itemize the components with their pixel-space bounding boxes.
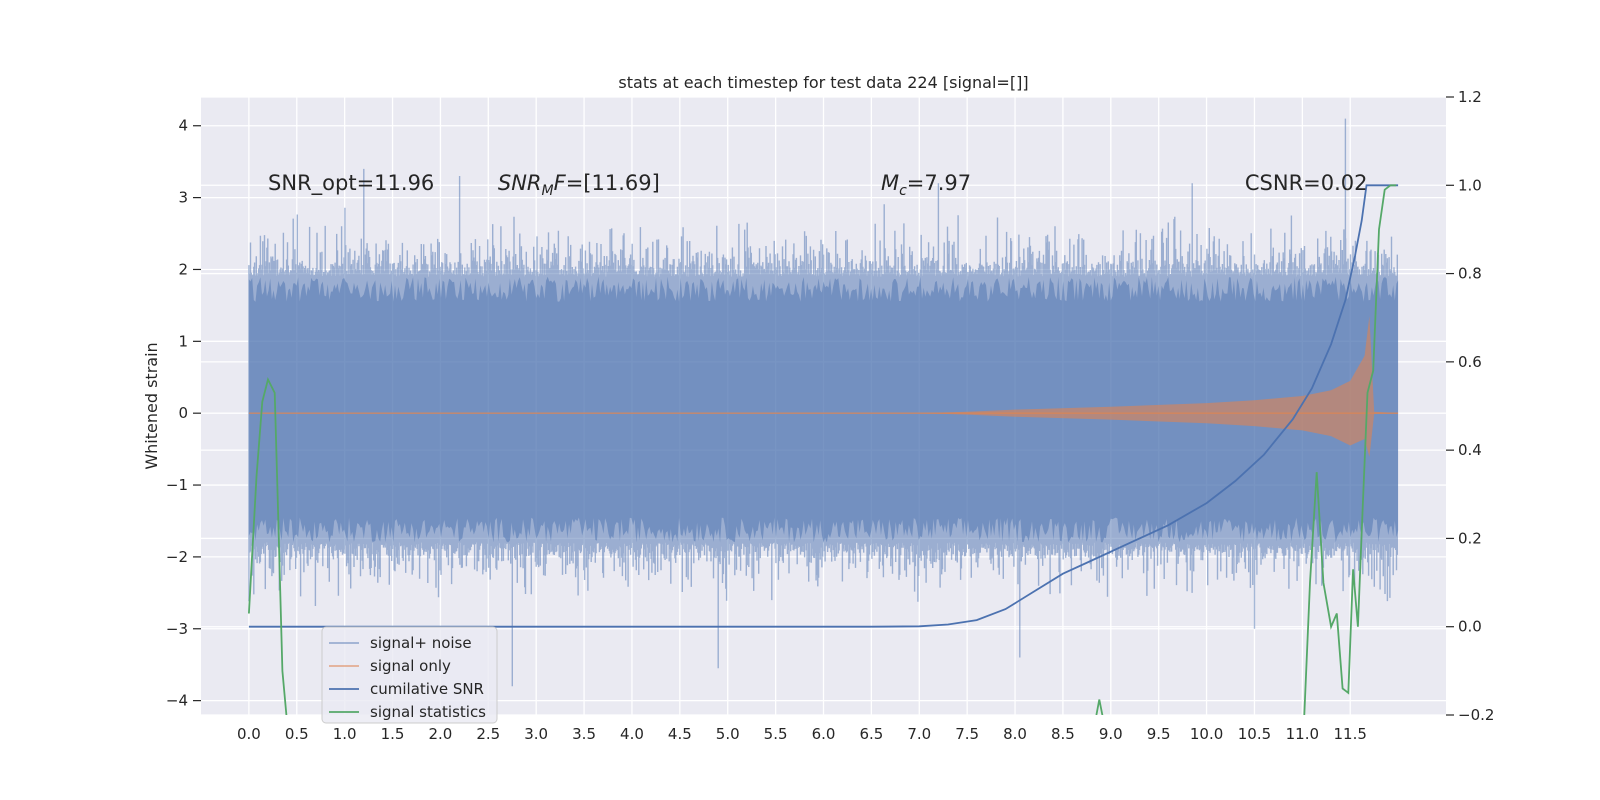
y2-tick-label: −0.2 — [1458, 706, 1494, 724]
x-tick-label: 10.5 — [1238, 725, 1271, 743]
x-tick-label: 7.5 — [955, 725, 979, 743]
x-tick-label: 11.0 — [1286, 725, 1319, 743]
y-tick-label: 0 — [178, 404, 188, 422]
x-tick-label: 0.0 — [237, 725, 261, 743]
y2-tick-label: 0.8 — [1458, 265, 1482, 283]
series-signal-noise — [248, 118, 1399, 687]
x-tick-label: 3.5 — [572, 725, 596, 743]
series-cumulative-snr — [248, 184, 1399, 628]
y-tick-label: 2 — [178, 260, 188, 278]
y-tick-label: −4 — [166, 692, 188, 710]
annotation-1: SNRMF=[11.69] — [498, 171, 660, 199]
y-tick-label: −3 — [166, 620, 188, 638]
x-tick-label: 8.5 — [1051, 725, 1075, 743]
x-tick-label: 6.5 — [859, 725, 883, 743]
y2-tick-label: 1.0 — [1458, 176, 1482, 194]
axes: 0.0 0.5 1.0 1.5 2.0 2.5 3.0 3.5 4.0 4.5 5.0 5.5 6.0 6… — [166, 88, 1495, 743]
x-tick-label: 5.5 — [764, 725, 788, 743]
x-tick-label: 3.0 — [524, 725, 548, 743]
annotation-3: CSNR=0.02 — [1245, 171, 1368, 195]
annotation-italic: F — [554, 171, 567, 195]
chart-title: stats at each timestep for test data 224… — [618, 73, 1028, 92]
annotation-suffix: =[11.69] — [566, 171, 660, 195]
x-tick-label: 9.0 — [1099, 725, 1123, 743]
x-tick-label: 4.0 — [620, 725, 644, 743]
annotation-0: SNR_opt=11.96 — [268, 171, 434, 196]
legend-label: signal statistics — [370, 703, 486, 721]
y-axis-label: Whitened strain — [142, 342, 161, 469]
legend-label: cumilative SNR — [370, 680, 484, 698]
annotation-2: Mc=7.97 — [881, 171, 971, 199]
y-tick-label: −2 — [166, 548, 188, 566]
annotations: SNR_opt=11.96 SNRMF=[11.69] Mc=7.97 CSNR=0.… — [268, 171, 1368, 199]
signal-statistics-segment — [248, 376, 288, 715]
x-tick-label: 4.5 — [668, 725, 692, 743]
annotation-italic: M — [881, 171, 899, 195]
x-tick-label: 5.0 — [716, 725, 740, 743]
x-tick-label: 2.5 — [476, 725, 500, 743]
y2-tick-label: 0.6 — [1458, 353, 1482, 371]
x-tick-label: 6.0 — [812, 725, 836, 743]
y-tick-label: −1 — [166, 476, 188, 494]
y-tick-label: 1 — [178, 332, 188, 350]
x-tick-label: 9.5 — [1147, 725, 1171, 743]
annotation-suffix: =7.97 — [907, 171, 971, 195]
y-tick-label: 3 — [178, 189, 188, 207]
x-tick-label: 11.5 — [1334, 725, 1367, 743]
series-signal-only — [248, 316, 1399, 457]
x-tick-label: 1.0 — [333, 725, 357, 743]
y-tick-label: 4 — [178, 117, 188, 135]
x-tick-label: 8.0 — [1003, 725, 1027, 743]
x-tick-label: 0.5 — [285, 725, 309, 743]
y2-tick-label: 1.2 — [1458, 88, 1482, 106]
plot-series — [248, 118, 1399, 715]
annotation-italic: SNR — [498, 171, 542, 195]
legend-box — [321, 626, 498, 724]
legend: signal+ noise signal only cumilative SNR si… — [321, 626, 498, 724]
x-tick-label: 1.5 — [381, 725, 405, 743]
x-tick-label: 2.0 — [428, 725, 452, 743]
signal-statistics-segment — [1095, 699, 1104, 715]
legend-label: signal+ noise — [370, 634, 472, 652]
y2-tick-label: 0.4 — [1458, 441, 1482, 459]
y2-tick-label: 0.2 — [1458, 529, 1482, 547]
annotation-subscript: c — [899, 183, 907, 199]
x-tick-label: 10.0 — [1190, 725, 1223, 743]
signal-statistics-segment — [1303, 184, 1397, 715]
annotation-subscript: M — [542, 183, 554, 199]
y2-tick-label: 0.0 — [1458, 618, 1482, 636]
x-tick-label: 7.0 — [907, 725, 931, 743]
series-signal-statistics — [248, 184, 1397, 715]
legend-label: signal only — [370, 657, 451, 675]
